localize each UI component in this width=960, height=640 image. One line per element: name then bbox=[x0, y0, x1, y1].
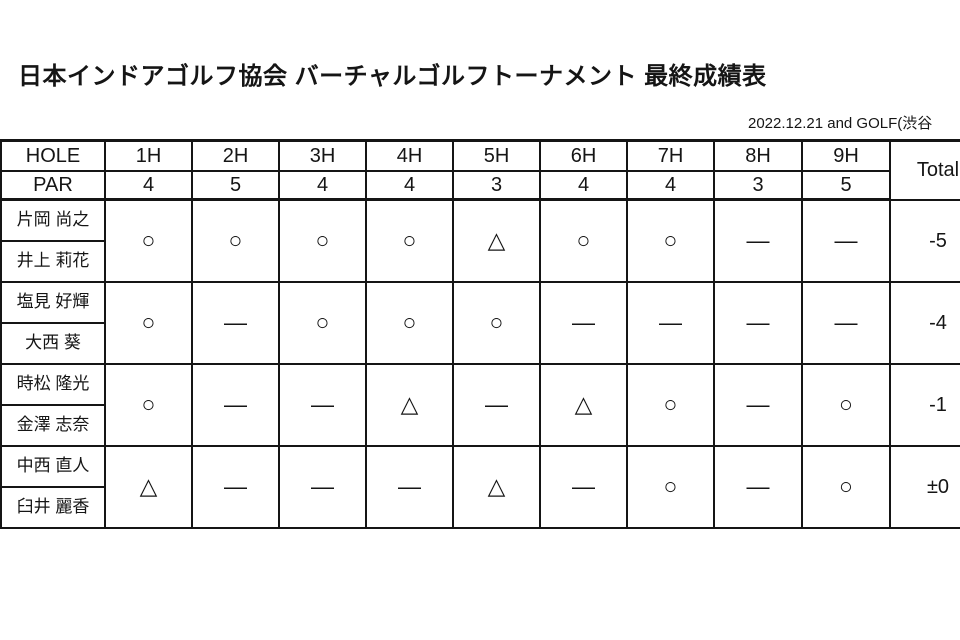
hole-label: 3H bbox=[278, 139, 367, 172]
score-cell: △ bbox=[104, 444, 193, 529]
player-name: 大西 葵 bbox=[0, 321, 106, 365]
hole-label: 6H bbox=[539, 139, 628, 172]
total-header-label: Total bbox=[889, 139, 960, 201]
par-value: 5 bbox=[191, 169, 280, 201]
score-cell: — bbox=[713, 280, 803, 365]
score-cell: △ bbox=[365, 362, 454, 447]
team-row: 中西 直人 △ — — — △ — ○ — ○ ±0 bbox=[0, 444, 960, 529]
player-name: 中西 直人 bbox=[0, 444, 106, 488]
score-cell: △ bbox=[539, 362, 628, 447]
hole-label: 4H bbox=[365, 139, 454, 172]
hole-header-row: HOLE 1H 2H 3H 4H 5H 6H 7H 8H 9H Total bbox=[0, 139, 960, 201]
score-cell: — bbox=[801, 280, 891, 365]
score-cell: — bbox=[191, 444, 280, 529]
team-row: 塩見 好輝 ○ — ○ ○ ○ — — — — -4 bbox=[0, 280, 960, 365]
score-cell: — bbox=[365, 444, 454, 529]
par-value: 4 bbox=[104, 169, 193, 201]
total-score: ±0 bbox=[889, 444, 960, 529]
team-row-partner: 大西 葵 bbox=[0, 321, 960, 365]
par-value: 5 bbox=[801, 169, 891, 201]
player-name: 臼井 麗香 bbox=[0, 485, 106, 529]
hole-label: 1H bbox=[104, 139, 193, 172]
player-name: 片岡 尚之 bbox=[0, 198, 106, 242]
score-cell: ○ bbox=[365, 280, 454, 365]
score-cell: — bbox=[713, 198, 803, 283]
score-cell: — bbox=[626, 280, 715, 365]
event-date-venue: 2022.12.21 and GOLF(渋谷 bbox=[748, 115, 933, 132]
score-cell: — bbox=[452, 362, 541, 447]
hole-label: 9H bbox=[801, 139, 891, 172]
total-score: -4 bbox=[889, 280, 960, 365]
par-value: 4 bbox=[365, 169, 454, 201]
score-cell: ○ bbox=[626, 198, 715, 283]
score-cell: △ bbox=[452, 444, 541, 529]
par-value: 3 bbox=[452, 169, 541, 201]
player-name: 塩見 好輝 bbox=[0, 280, 106, 324]
player-name: 時松 隆光 bbox=[0, 362, 106, 406]
score-cell: — bbox=[539, 280, 628, 365]
score-cell: — bbox=[713, 362, 803, 447]
score-cell: — bbox=[713, 444, 803, 529]
score-cell: — bbox=[801, 198, 891, 283]
score-cell: ○ bbox=[539, 198, 628, 283]
score-cell: — bbox=[539, 444, 628, 529]
hole-label: 2H bbox=[191, 139, 280, 172]
score-cell: ○ bbox=[104, 280, 193, 365]
score-cell: ○ bbox=[365, 198, 454, 283]
score-cell: ○ bbox=[626, 444, 715, 529]
score-cell: — bbox=[191, 280, 280, 365]
score-cell: ○ bbox=[278, 280, 367, 365]
page-title: 日本インドアゴルフ協会 バーチャルゴルフトーナメント 最終成績表 bbox=[18, 63, 767, 90]
score-cell: ○ bbox=[104, 362, 193, 447]
score-cell: ○ bbox=[278, 198, 367, 283]
score-cell: ○ bbox=[104, 198, 193, 283]
par-value: 4 bbox=[626, 169, 715, 201]
score-cell: — bbox=[278, 444, 367, 529]
score-cell: — bbox=[191, 362, 280, 447]
score-cell: △ bbox=[452, 198, 541, 283]
team-row-partner: 臼井 麗香 bbox=[0, 485, 960, 529]
score-cell: — bbox=[278, 362, 367, 447]
par-header-label: PAR bbox=[0, 169, 106, 201]
player-name: 金澤 志奈 bbox=[0, 403, 106, 447]
score-cell: ○ bbox=[452, 280, 541, 365]
score-cell: ○ bbox=[191, 198, 280, 283]
total-score: -5 bbox=[889, 198, 960, 283]
player-name: 井上 莉花 bbox=[0, 239, 106, 283]
par-value: 4 bbox=[539, 169, 628, 201]
par-row: PAR 4 5 4 4 3 4 4 3 5 bbox=[0, 169, 960, 201]
par-value: 3 bbox=[713, 169, 803, 201]
total-score: -1 bbox=[889, 362, 960, 447]
par-value: 4 bbox=[278, 169, 367, 201]
team-row: 片岡 尚之 ○ ○ ○ ○ △ ○ ○ — — -5 bbox=[0, 198, 960, 283]
team-row-partner: 井上 莉花 bbox=[0, 239, 960, 283]
team-row-partner: 金澤 志奈 bbox=[0, 403, 960, 447]
results-table: HOLE 1H 2H 3H 4H 5H 6H 7H 8H 9H Total PA… bbox=[0, 139, 960, 529]
hole-label: 7H bbox=[626, 139, 715, 172]
team-row: 時松 隆光 ○ — — △ — △ ○ — ○ -1 bbox=[0, 362, 960, 447]
hole-label: 5H bbox=[452, 139, 541, 172]
score-cell: ○ bbox=[801, 444, 891, 529]
score-cell: ○ bbox=[626, 362, 715, 447]
hole-label: 8H bbox=[713, 139, 803, 172]
hole-header-label: HOLE bbox=[0, 139, 106, 172]
score-cell: ○ bbox=[801, 362, 891, 447]
